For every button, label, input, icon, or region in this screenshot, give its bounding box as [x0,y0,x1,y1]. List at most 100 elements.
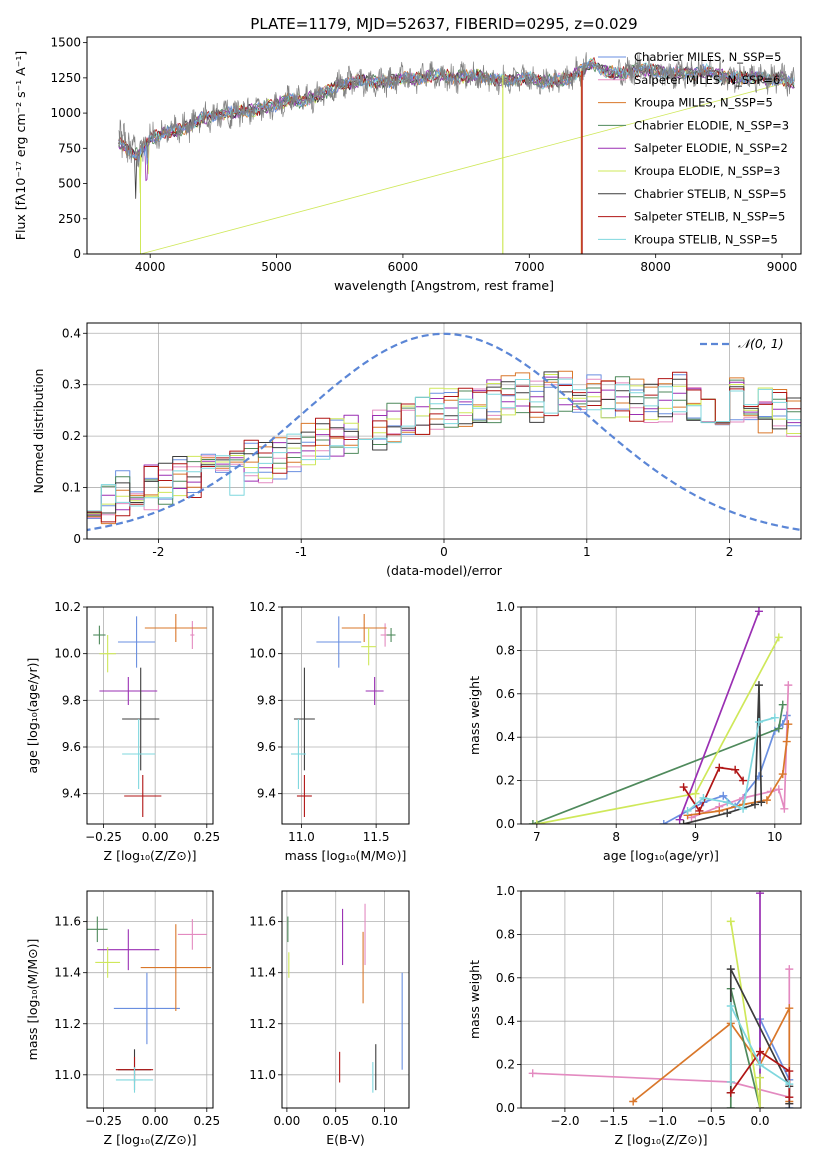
y-tick-label: 9.6 [62,740,81,754]
y-tick-label: 0.6 [496,687,515,701]
weight-series-chabrier_miles [759,1018,791,1108]
y-axis-label: Flux [fλ10⁻¹⁷ erg cm⁻² s⁻¹ A⁻¹] [13,51,28,240]
y-tick-label: 1.0 [496,600,515,614]
y-tick-label: 0.6 [496,971,515,985]
errorbar-point-chabrier_miles [316,616,362,668]
weight-point-marker [785,1093,794,1102]
weight-point-marker [726,1077,735,1086]
x-tick-label: 7 [533,830,541,844]
y-axis-label: Normed distribution [31,369,46,494]
axes-frame [281,606,410,825]
panel-age_weight: 7 8 9 10 0.0 0.2 0.4 0.6 0.8 1.0 age [log₁₀(age/yr… [467,600,802,863]
y-tick-label: 11.2 [54,1017,81,1031]
errorbar-point-chabrier_elodie [87,916,108,943]
axes-frame [86,322,802,540]
plot-area [87,332,801,532]
legend-entry: Kroupa STELIB, N_SSP=5 [634,232,778,246]
y-tick-label: 11.2 [249,1017,276,1031]
errorbar-point-kroupa_miles [144,614,207,642]
x-tick-label: 0.25 [193,1114,220,1128]
weight-point-marker [754,681,763,690]
weight-point-marker [782,737,791,746]
weight-point-marker [785,965,794,974]
x-tick-label: 6000 [388,260,419,274]
weight-point-marker [756,1073,765,1082]
x-tick-label: 0 [440,545,448,559]
errorbar-point-chabrier_elodie [93,625,106,645]
weight-point-marker [695,806,704,815]
panel-z_weight: −2.0 −1.5 −1.0 −0.5 0.0 0.0 0.2 0.4 0.6 0.8 1.0 Z [… [467,884,802,1147]
y-tick-label: 11.4 [249,966,276,980]
y-tick-label: 1250 [50,71,81,85]
y-tick-label: 11.4 [54,966,81,980]
y-tick-label: 0 [73,532,81,546]
y-tick-label: 0.4 [62,326,81,340]
x-tick-label: −0.25 [85,1114,122,1128]
x-axis-label: Z [log₁₀(Z/Z⊙)] [104,848,197,863]
errorbar-point-salpeter_stelib [296,775,312,817]
errorbar-point-kroupa_miles [140,924,211,1011]
errorbar-point-salpeter_miles [177,919,207,950]
y-tick-label: 10.0 [249,647,276,661]
errorbar-point-chabrier_stelib [122,667,160,771]
errorbar-point-kroupa_miles [341,614,387,642]
weight-point-marker [723,798,732,807]
residual-histogram-kroupa_stelib [87,378,801,512]
y-tick-label: 0.4 [496,730,515,744]
weight-point-marker [715,763,724,772]
axes-frame [281,890,410,1109]
axes-frame [520,606,802,825]
y-tick-label: 11.0 [54,1068,81,1082]
errorbar-point-chabrier_elodie [386,628,396,642]
y-tick-label: 9.4 [257,787,276,801]
y-tick-label: 0.1 [62,481,81,495]
weight-point-marker [715,806,724,815]
x-tick-label: -1 [295,545,307,559]
weight-point-marker [739,804,748,813]
weight-point-marker [784,681,793,690]
x-tick-label: 0.00 [274,1114,301,1128]
x-tick-label: 7000 [514,260,545,274]
plot-area [528,607,793,824]
y-tick-label: 1500 [50,36,81,50]
weight-point-marker [780,804,789,813]
plot-area [290,614,396,817]
panel-ebv_mass: 0.00 0.05 0.10 11.0 11.2 11.4 11.6 E(B-V) [249,890,410,1147]
weight-point-marker [774,785,783,794]
weight-point-marker [770,713,779,722]
weight-point-marker [750,800,759,809]
x-axis-label: E(B-V) [326,1132,365,1147]
legend-entry: Chabrier ELODIE, N_SSP=3 [634,118,789,132]
normal-distribution-curve [87,332,801,532]
y-tick-label: 10.0 [54,647,81,661]
weight-point-marker [726,1088,735,1097]
x-tick-label: 8 [612,830,620,844]
axes-frame [86,606,214,825]
panel-spectrum: 4000 5000 6000 7000 8000 9000 0 250 500 750 1000 12… [13,36,802,293]
y-tick-label: 0.0 [496,817,515,831]
axes-frame [86,36,802,255]
residual-histogram-chabrier_stelib [87,371,801,514]
x-tick-label: −2.0 [550,1114,579,1128]
weight-point-marker [785,1004,794,1013]
weight-point-marker [756,1060,765,1069]
weight-point-marker [785,1067,794,1076]
plot-area [118,52,795,254]
weight-point-marker [774,633,783,642]
plot-area [528,891,794,1108]
x-tick-label: 0.10 [371,1114,398,1128]
residual-histogram-chabrier_elodie [87,376,801,517]
x-tick-label: 0.05 [322,1114,349,1128]
y-tick-label: 750 [58,141,81,155]
figure-title: PLATE=1179, MJD=52637, FIBERID=0295, z=0… [250,15,637,33]
legend-entry: 𝒩(0, 1) [738,336,784,351]
weight-point-marker [756,1104,765,1108]
y-tick-label: 500 [58,177,81,191]
legend-entry: Salpeter ELODIE, N_SSP=2 [634,141,788,155]
weight-point-marker [726,917,735,926]
weight-series-salpeter_miles [532,968,791,1104]
plot-area [93,614,207,817]
residual-histogram-salpeter_miles [87,377,801,519]
y-tick-label: 9.6 [257,740,276,754]
